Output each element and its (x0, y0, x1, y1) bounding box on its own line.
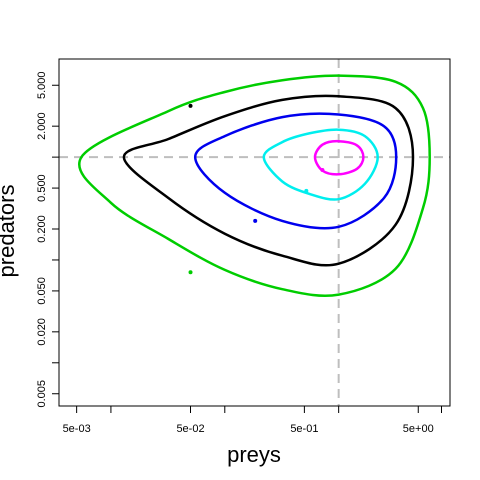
y-tick-label: 0.200 (36, 215, 48, 243)
y-tick-label: 2.000 (36, 112, 48, 140)
orbit-series-2 (122, 94, 415, 267)
orbit-start-point-5 (320, 167, 325, 172)
y-tick-label: 0.020 (36, 318, 48, 346)
orbit-start-point-1 (188, 270, 193, 275)
x-axis-title: preys (227, 442, 281, 467)
x-tick-label: 5e-01 (290, 423, 318, 435)
orbit-series-4 (262, 128, 379, 201)
orbit-start-point-2 (188, 103, 193, 108)
orbit-curves (78, 74, 431, 298)
y-tick-label: 0.050 (36, 277, 48, 305)
orbit-series-3 (193, 112, 398, 230)
y-tick-label: 5.000 (36, 71, 48, 99)
orbit-start-point-4 (304, 188, 309, 193)
orbit-start-point-3 (253, 218, 258, 223)
y-tick-label: 0.500 (36, 174, 48, 202)
orbit-series-1 (78, 74, 431, 298)
orbit-series-5 (313, 139, 365, 176)
x-tick-label: 5e-02 (176, 423, 204, 435)
x-tick-label: 5e+00 (403, 423, 434, 435)
y-axis-title: predators (0, 185, 19, 278)
reference-lines (59, 59, 450, 406)
y-tick-label: 0.005 (36, 380, 48, 408)
x-tick-label: 5e-03 (63, 423, 91, 435)
y-axis: 0.005 0.020 0.050 0.200 0.500 2.000 5.000 (36, 71, 60, 408)
plot-frame (58, 58, 451, 407)
x-axis: 5e-03 5e-02 5e-01 5e+00 (63, 405, 443, 435)
